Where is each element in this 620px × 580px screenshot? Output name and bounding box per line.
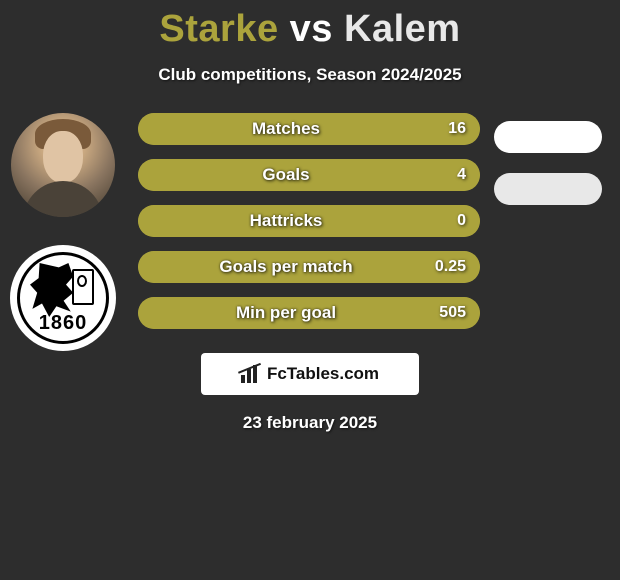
stat-value: 4 xyxy=(426,166,466,184)
branding-badge: FcTables.com xyxy=(201,353,419,395)
title-player2: Kalem xyxy=(344,8,461,50)
chart-icon xyxy=(241,365,261,383)
stat-label: Hattricks xyxy=(138,211,426,231)
title-player1: Starke xyxy=(159,8,278,50)
player-avatar xyxy=(11,113,115,217)
date-label: 23 february 2025 xyxy=(0,413,620,433)
club-year: 1860 xyxy=(39,312,88,335)
stat-row: Hattricks0 xyxy=(138,205,480,237)
stat-value: 16 xyxy=(426,120,466,138)
right-column xyxy=(494,121,602,205)
stat-value: 0 xyxy=(426,212,466,230)
stat-value: 505 xyxy=(426,304,466,322)
stat-bars: Matches16 Goals4 Hattricks0 Goals per match… xyxy=(138,113,480,329)
stat-label: Goals xyxy=(138,165,426,185)
club-badge: 1860 xyxy=(10,245,116,351)
comparison-pill xyxy=(494,173,602,205)
content-area: 1860 Matches16Goals4Hattricks0Goals per … xyxy=(0,113,620,329)
page-title: Starke vs Kalem xyxy=(0,0,620,51)
stat-row: Matches16 xyxy=(138,113,480,145)
left-column: 1860 xyxy=(8,113,118,351)
stat-row: Min per goal505 xyxy=(138,297,480,329)
flag-icon xyxy=(72,269,94,305)
stat-row: Goals4 xyxy=(138,159,480,191)
stat-label: Goals per match xyxy=(138,257,426,277)
stat-label: Min per goal xyxy=(138,303,426,323)
stat-label: Matches xyxy=(138,119,426,139)
branding-text: FcTables.com xyxy=(267,364,379,384)
title-vs: vs xyxy=(290,8,333,50)
stat-row: Goals per match0.25 xyxy=(138,251,480,283)
comparison-pill xyxy=(494,121,602,153)
lion-icon xyxy=(30,263,78,317)
subtitle: Club competitions, Season 2024/2025 xyxy=(0,65,620,85)
stat-value: 0.25 xyxy=(426,258,466,276)
